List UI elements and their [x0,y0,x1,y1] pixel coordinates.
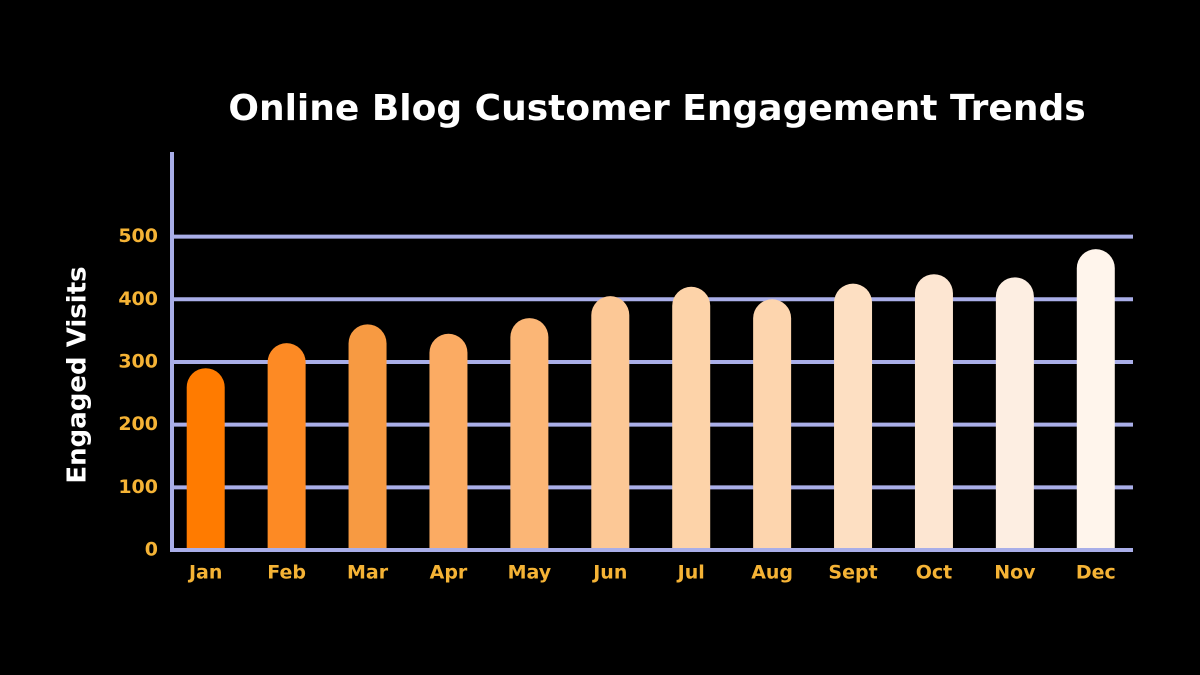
bar [510,318,549,550]
x-tick-label: Aug [751,562,793,584]
x-tick-label: May [508,562,552,584]
bar [914,274,953,550]
bar [186,368,225,550]
y-tick-label: 0 [145,539,158,561]
x-tick-label: Jun [591,562,627,584]
x-tick-label: Jan [187,562,222,584]
bar [753,299,792,550]
bar [1076,249,1115,551]
x-tick-label: Apr [430,562,468,584]
x-tick-label: Oct [916,562,953,584]
y-tick-label: 200 [118,413,158,435]
y-tick-label: 500 [118,225,158,247]
x-tick-label: Feb [267,562,306,584]
bar [429,333,468,550]
y-tick-label: 300 [118,350,158,372]
y-axis-label: Engaged Visits [63,266,93,483]
x-tick-label: Sept [828,562,877,584]
bar [591,296,630,550]
x-tick-label: Dec [1076,562,1116,584]
bar [834,283,873,550]
bar [267,343,306,550]
bar [348,324,387,550]
x-tick-label: Mar [347,562,389,584]
y-tick-label: 400 [118,288,158,310]
chart-title: Online Blog Customer Engagement Trends [228,88,1085,129]
bar [672,286,711,550]
bar [995,277,1034,550]
x-tick-label: Nov [994,562,1036,584]
x-tick-label: Jul [676,562,705,584]
y-tick-label: 100 [118,476,158,498]
